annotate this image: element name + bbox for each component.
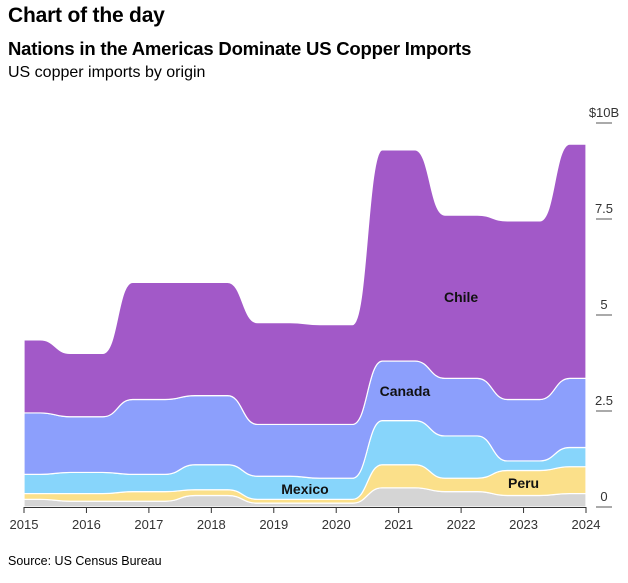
gridlines xyxy=(596,122,612,508)
x-tick-label: 2016 xyxy=(72,517,101,532)
x-tick-label: 2018 xyxy=(197,517,226,532)
series-label-mexico: Mexico xyxy=(281,481,328,497)
y-tick-label: 7.5 xyxy=(595,201,613,216)
x-tick-label: 2020 xyxy=(322,517,351,532)
series-label-peru: Peru xyxy=(508,475,539,491)
x-tick-label: 2015 xyxy=(10,517,39,532)
chart-subtitle: US copper imports by origin xyxy=(8,64,206,81)
x-tick-label: 2019 xyxy=(259,517,288,532)
chart-title: Nations in the Americas Dominate US Copp… xyxy=(8,38,472,59)
x-tick-label: 2024 xyxy=(572,517,601,532)
chart-kicker: Chart of the day xyxy=(8,4,165,27)
series-areas xyxy=(23,143,587,508)
y-tick-label: $10B xyxy=(589,105,619,120)
y-tick-label: 2.5 xyxy=(595,393,613,408)
y-tick-label: 5 xyxy=(600,297,607,312)
source-note: Source: US Census Bureau xyxy=(8,554,162,568)
area-chile xyxy=(23,143,587,426)
series-labels: Chile Canada Mexico Peru xyxy=(281,289,539,497)
series-label-chile: Chile xyxy=(444,289,478,305)
x-tick-label: 2017 xyxy=(134,517,163,532)
y-tick-label: 0 xyxy=(600,489,607,504)
x-tick-label: 2022 xyxy=(447,517,476,532)
axes: 0 2.5 5 7.5 $10B 2015 2016 2017 2018 2019 2020 2021… xyxy=(10,105,620,532)
series-label-canada: Canada xyxy=(380,383,431,399)
x-tick-label: 2023 xyxy=(509,517,538,532)
x-tick-label: 2021 xyxy=(384,517,413,532)
